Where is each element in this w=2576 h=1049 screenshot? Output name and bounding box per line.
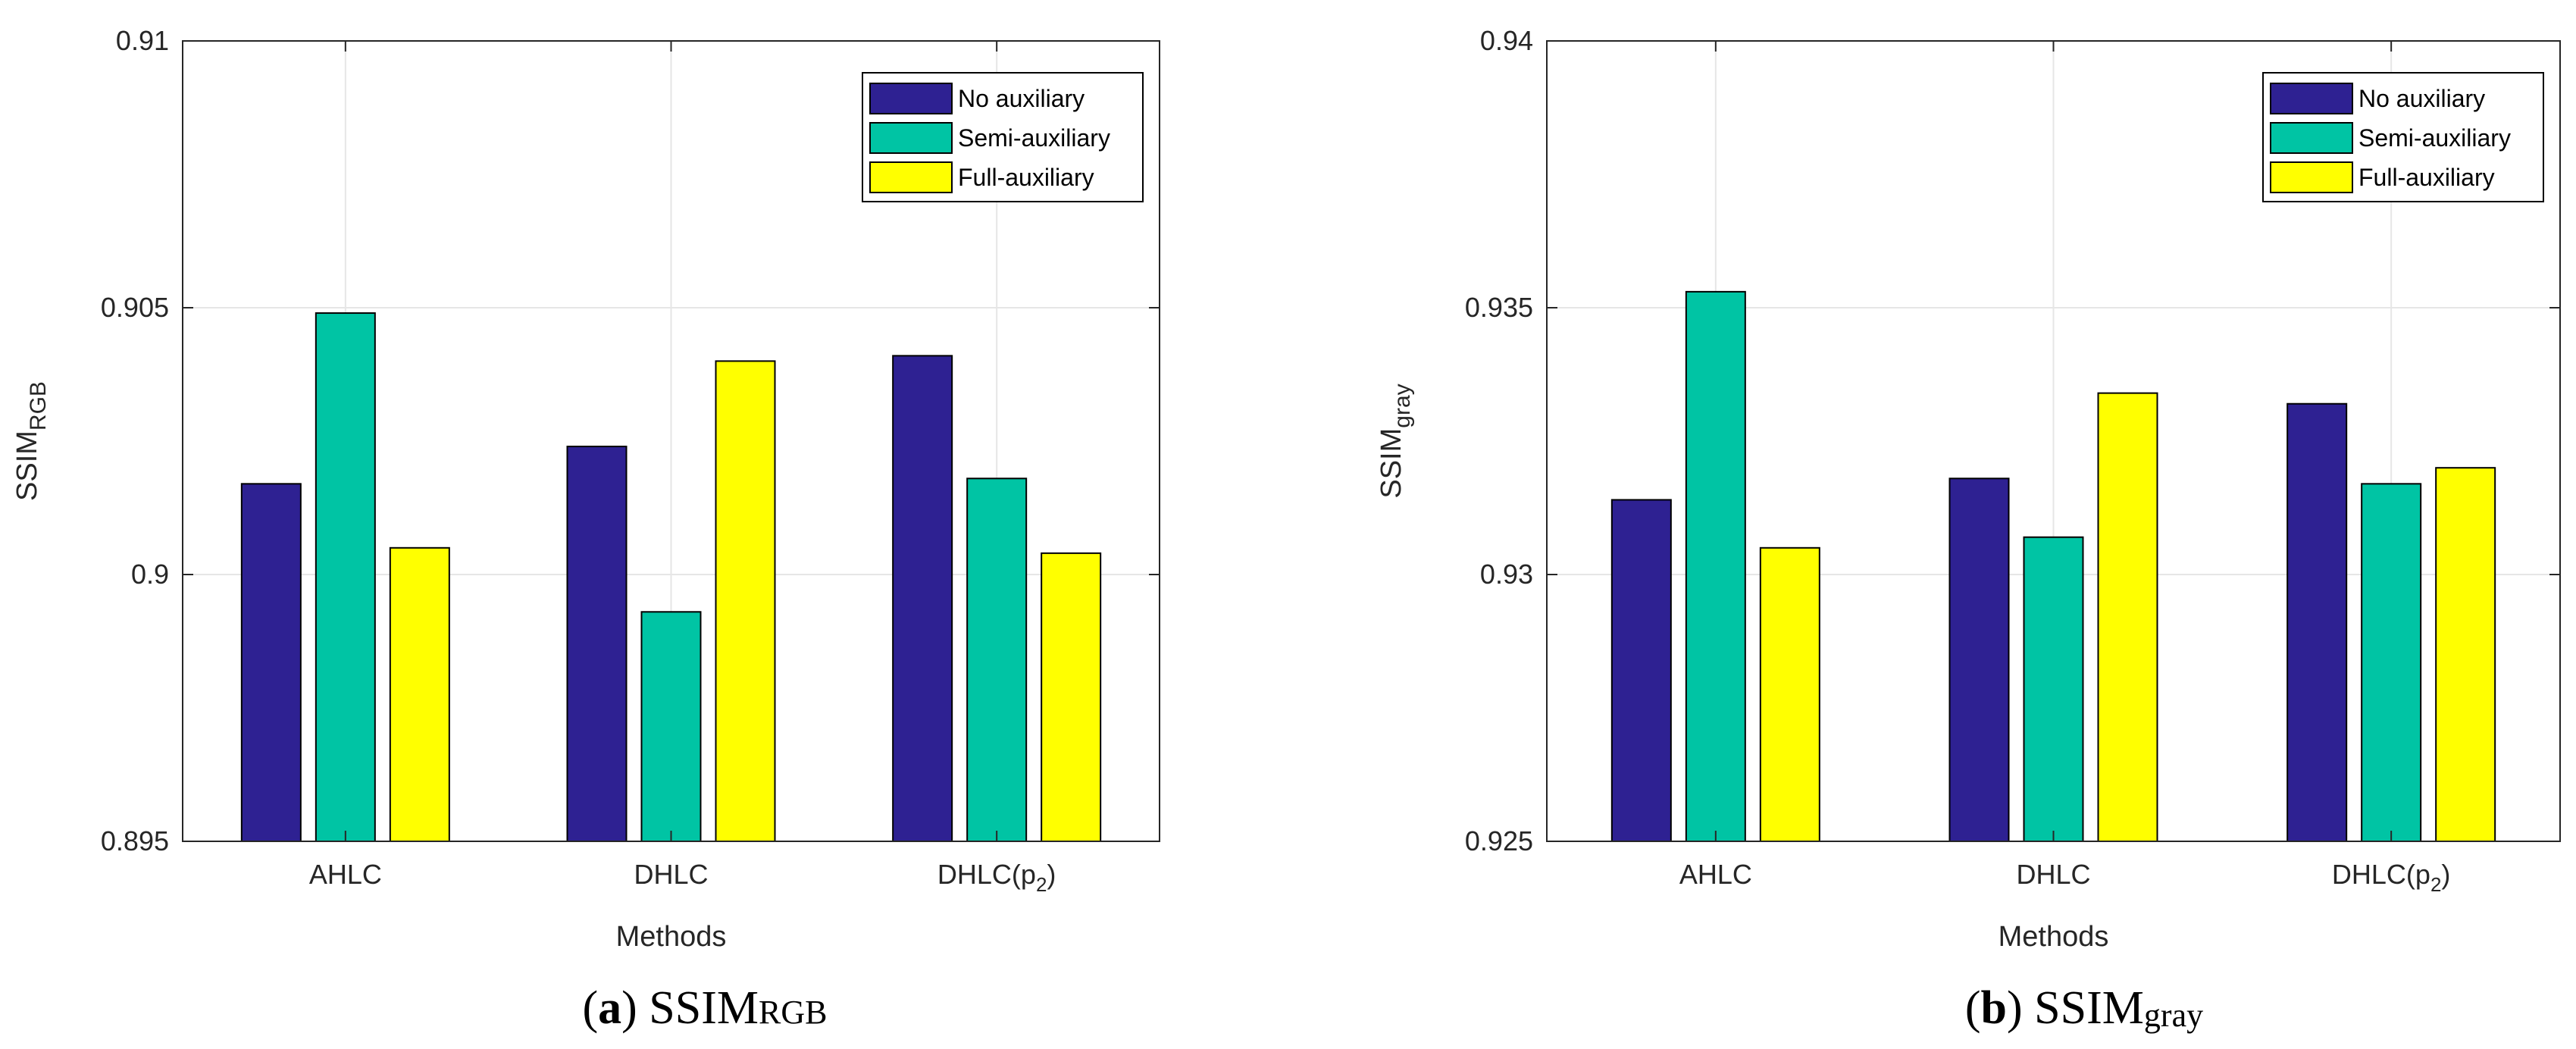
caption: (a) SSIMRGB: [582, 982, 827, 1034]
bar-semi_auxiliary-1: [640, 611, 702, 843]
bar-full_auxiliary-1: [2097, 392, 2158, 842]
xtick-label: DHLC: [634, 859, 708, 890]
bar-no_auxiliary-2: [2286, 402, 2348, 842]
chart-panel-b: 0.925 0.93 0.935 0.94 AHLC DHLC DHLC(p2) Method…: [1376, 25, 2561, 1034]
bar-no_auxiliary-2: [892, 355, 953, 842]
ytick-label: 0.94: [1480, 25, 1533, 56]
legend-swatch-semi_auxiliary: [2270, 122, 2353, 154]
ytick-label: 0.895: [101, 825, 169, 856]
x-axis-label: Methods: [616, 921, 727, 953]
bar-no_auxiliary-1: [1948, 478, 2010, 843]
xtick-label: AHLC: [1679, 859, 1752, 890]
x-axis-label: Methods: [1999, 921, 2109, 953]
bar-full_auxiliary-0: [389, 546, 450, 842]
bar-semi_auxiliary-2: [966, 478, 1028, 843]
legend-swatch-full_auxiliary: [869, 161, 953, 193]
chart-panel-a: 0.895 0.9 0.905 0.91 AHLC DHLC DHLC(p2) Methods…: [11, 25, 1160, 1034]
bar-no_auxiliary-0: [240, 483, 302, 842]
bar-full_auxiliary-0: [1759, 546, 1820, 842]
legend-swatch-semi_auxiliary: [869, 122, 953, 154]
legend-swatch-full_auxiliary: [2270, 161, 2353, 193]
bar-semi_auxiliary-0: [1685, 290, 1746, 842]
legend: No auxiliary Semi-auxiliary Full-auxiliary: [2262, 72, 2544, 202]
y-axis-label: SSIMgray: [1376, 384, 1415, 498]
y-axis-label: SSIMRGB: [11, 381, 51, 501]
legend-label-semi_auxiliary: Semi-auxiliary: [958, 124, 1110, 152]
bar-semi_auxiliary-1: [2023, 536, 2084, 842]
bar-semi_auxiliary-0: [315, 312, 376, 843]
legend: No auxiliary Semi-auxiliary Full-auxiliary: [862, 72, 1144, 202]
xtick-label: AHLC: [309, 859, 382, 890]
xtick-label: DHLC: [2016, 859, 2090, 890]
ytick-label: 0.905: [101, 292, 169, 323]
bar-no_auxiliary-1: [566, 446, 628, 842]
ytick-label: 0.935: [1465, 292, 1533, 323]
legend-label-no_auxiliary: No auxiliary: [958, 85, 1085, 112]
legend-label-no_auxiliary: No auxiliary: [2358, 85, 2485, 112]
xtick-label: DHLC(p2): [937, 859, 1056, 896]
bar-full_auxiliary-1: [715, 360, 776, 842]
ytick-label: 0.93: [1480, 559, 1533, 590]
legend-swatch-no_auxiliary: [2270, 83, 2353, 114]
bar-full_auxiliary-2: [2435, 467, 2496, 842]
caption: (b) SSIMgray: [1965, 982, 2203, 1034]
ytick-label: 0.9: [131, 559, 169, 590]
xtick-label: DHLC(p2): [2332, 859, 2451, 896]
legend-swatch-no_auxiliary: [869, 83, 953, 114]
legend-label-semi_auxiliary: Semi-auxiliary: [2358, 124, 2511, 152]
ytick-label: 0.925: [1465, 825, 1533, 856]
legend-label-full_auxiliary: Full-auxiliary: [2358, 164, 2495, 191]
bar-full_auxiliary-2: [1041, 552, 1102, 843]
legend-label-full_auxiliary: Full-auxiliary: [958, 164, 1094, 191]
ytick-label: 0.91: [116, 25, 169, 56]
bar-semi_auxiliary-2: [2361, 483, 2422, 842]
bar-no_auxiliary-0: [1610, 499, 1672, 842]
